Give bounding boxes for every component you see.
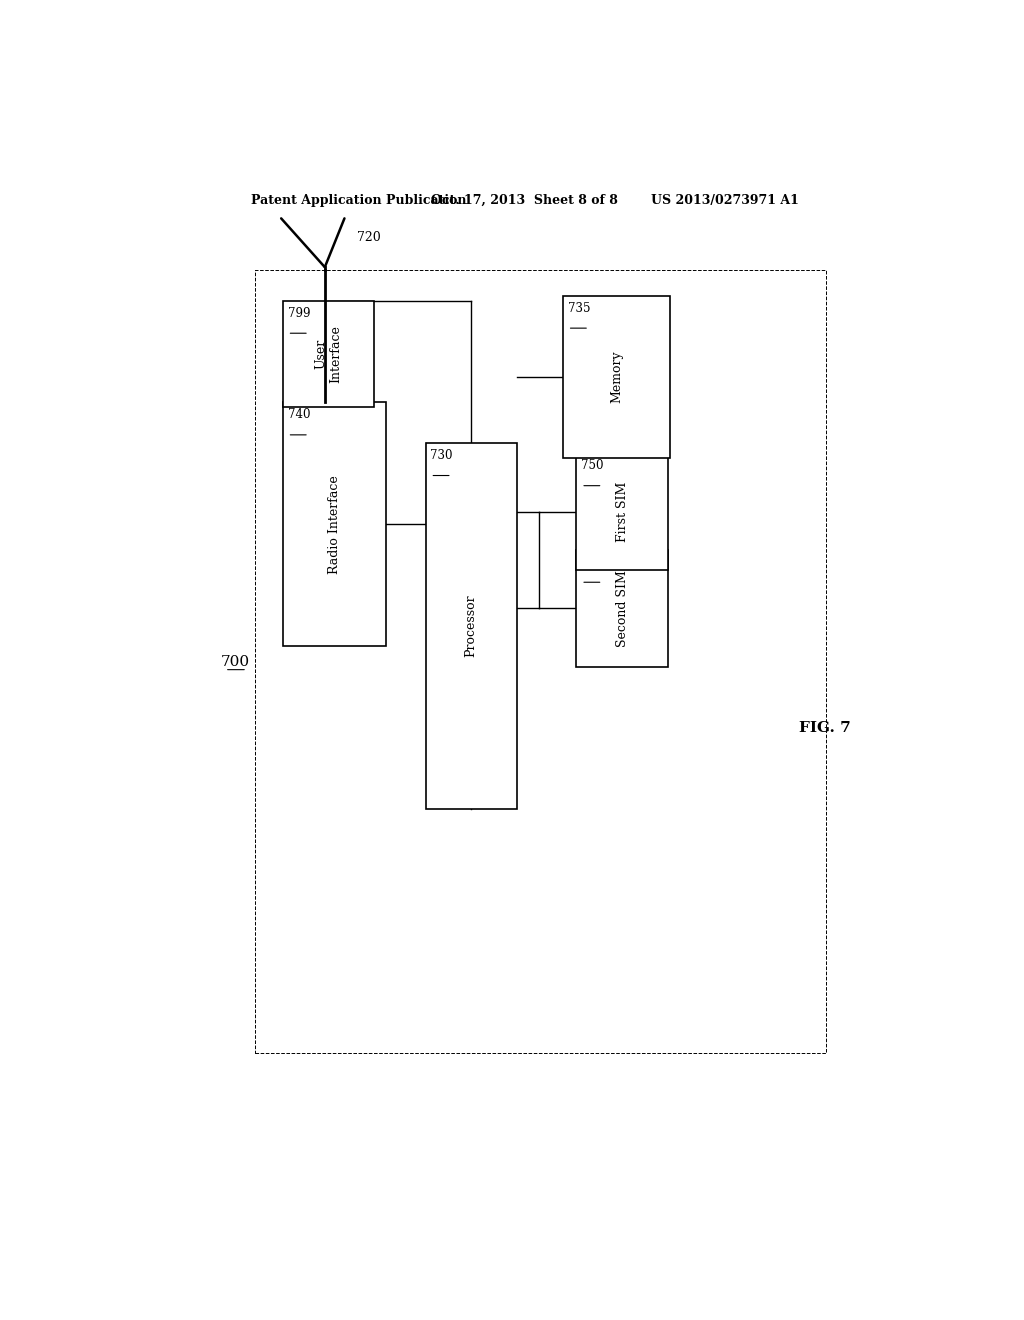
Text: Oct. 17, 2013  Sheet 8 of 8: Oct. 17, 2013 Sheet 8 of 8 [431,194,618,207]
Bar [577,453,668,570]
Bar [577,549,668,667]
Bar [426,444,517,809]
Text: Radio Interface: Radio Interface [328,475,341,574]
Text: 740: 740 [288,408,310,421]
Text: User
Interface: User Interface [314,325,342,383]
Bar [283,301,374,408]
Text: 750: 750 [582,556,603,569]
Text: 720: 720 [356,231,380,244]
Bar [255,271,826,1053]
Text: First SIM: First SIM [615,482,629,541]
Text: FIG. 7: FIG. 7 [799,721,850,735]
Text: Memory: Memory [610,351,623,403]
Text: 799: 799 [288,306,310,319]
Text: 700: 700 [220,655,250,668]
Text: 730: 730 [430,449,453,462]
Bar [563,296,670,458]
Text: 750: 750 [582,459,603,473]
Text: Patent Application Publication: Patent Application Publication [251,194,467,207]
Text: 735: 735 [567,302,590,314]
Text: Second SIM: Second SIM [615,570,629,647]
Bar [283,403,386,647]
Text: US 2013/0273971 A1: US 2013/0273971 A1 [650,194,799,207]
Text: Processor: Processor [465,594,478,657]
